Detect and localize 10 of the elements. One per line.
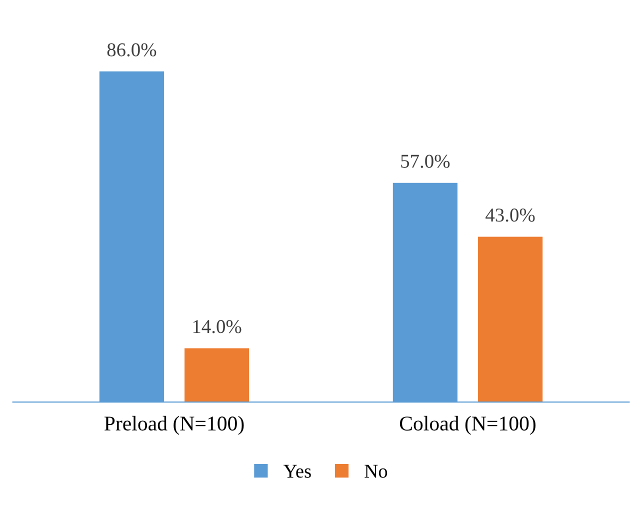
data-label: 43.0% <box>486 208 535 222</box>
x-tick-label: Coload (N=100) <box>400 416 536 435</box>
data-label: 57.0% <box>401 154 450 168</box>
x-tick-label: Preload (N=100) <box>104 416 244 435</box>
legend-label: No <box>364 464 388 478</box>
data-label: 14.0% <box>193 320 242 334</box>
bar <box>478 236 543 402</box>
bar <box>184 348 250 402</box>
data-label: 86.0% <box>107 43 156 56</box>
legend-label: Yes <box>284 464 311 478</box>
